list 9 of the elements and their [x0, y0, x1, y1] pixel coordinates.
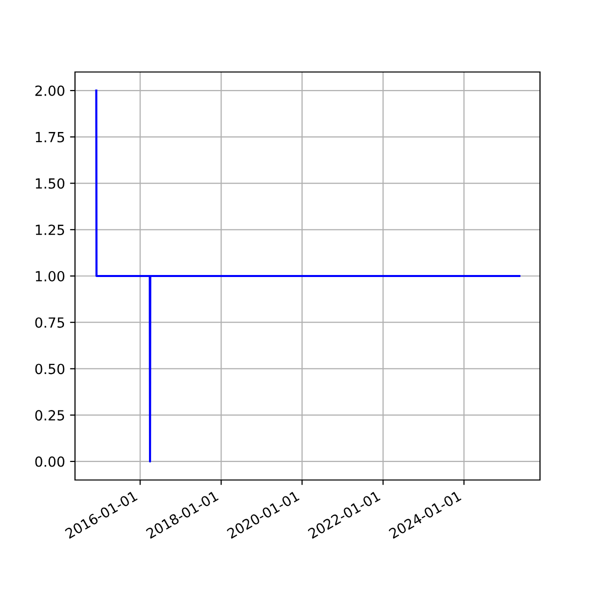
- y-tick-label: 0.75: [35, 317, 64, 328]
- y-tick-label: 0.25: [35, 410, 64, 421]
- y-tick-label: 1.50: [36, 178, 64, 189]
- y-tick-label: 1.25: [36, 224, 64, 236]
- y-tick-label: 2.00: [35, 86, 64, 96]
- y-tick-label: 1.75: [36, 132, 64, 142]
- y-tick-label: 0.00: [35, 456, 64, 467]
- y-tick-label: 1.00: [36, 270, 64, 282]
- y-tick-label: 0.50: [35, 364, 64, 374]
